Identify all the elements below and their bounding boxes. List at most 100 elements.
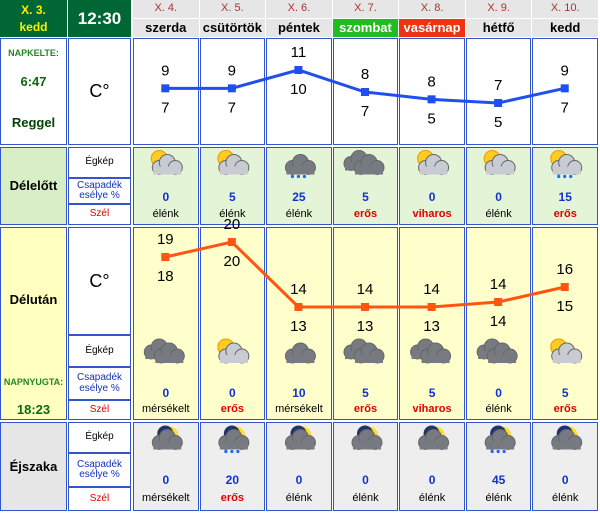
temperature-high: 16 [556, 261, 573, 278]
day-cell [266, 38, 332, 145]
precip-value: 5 [229, 190, 236, 205]
day-date: X. 10. [532, 0, 598, 18]
day-name: szerda [133, 19, 199, 37]
temperature-high: 14 [290, 281, 307, 298]
row-label: Éjszaka [9, 458, 58, 474]
cloud [355, 355, 383, 363]
cloud [219, 166, 248, 175]
row-label: Délelőtt [9, 178, 58, 194]
temperature-marker [560, 283, 569, 291]
rain-drop [502, 449, 506, 454]
day-cell [532, 227, 598, 420]
row-label: Reggel [11, 114, 56, 130]
wind-value: élénk [552, 492, 579, 505]
temperature-low: 13 [290, 318, 307, 335]
temperature-low: 13 [357, 318, 374, 335]
day-cell [266, 227, 332, 420]
precip-value: 0 [162, 386, 170, 401]
wind-value: mérsékelt [141, 492, 190, 505]
sunset-time: 18:23 [16, 402, 51, 418]
day-name: vasárnap [399, 19, 465, 37]
wind-value: élénk [485, 403, 512, 416]
precip-value: 0 [428, 190, 436, 205]
temperature-low: 7 [161, 99, 169, 116]
temperature-high: 7 [494, 77, 502, 94]
section-label-cell [0, 422, 67, 511]
today-weekday: kedd [19, 19, 48, 34]
cloud [286, 166, 315, 175]
precip-value: 10 [292, 386, 306, 401]
day-name: csütörtök [199, 19, 266, 37]
sub-label: Szél [68, 400, 131, 420]
wind-value: élénk [285, 492, 313, 505]
day-name: szombat [332, 19, 399, 37]
temperature-high: 14 [490, 276, 507, 293]
precip-value: 5 [428, 386, 436, 401]
rain-drop [563, 174, 567, 179]
day-name: péntek [266, 19, 332, 37]
temperature-low: 7 [228, 99, 236, 116]
temperature-low: 7 [361, 103, 369, 120]
temperature-marker [560, 84, 569, 93]
rain-drop [490, 449, 494, 454]
temperature-high: 14 [423, 281, 440, 298]
temperature-low: 15 [556, 298, 573, 315]
wind-value: mérsékelt [141, 403, 190, 416]
temperature-low: 18 [157, 268, 174, 285]
day-cell [332, 227, 399, 420]
cloud [286, 355, 315, 363]
day-date: X. 6. [266, 0, 332, 18]
day-cell [465, 227, 532, 420]
temperature-high: 14 [357, 281, 374, 298]
day-date: X. 5. [199, 0, 266, 18]
day-cell [199, 227, 266, 420]
precip-value: 25 [292, 190, 306, 205]
day-cell [133, 422, 199, 511]
day-name: kedd [532, 19, 598, 37]
sub-label: Szél [68, 204, 131, 225]
day-date: X. 8. [399, 0, 465, 18]
cloud [353, 441, 381, 450]
sub-label: Szél [68, 487, 131, 511]
temperature-high: 8 [427, 73, 435, 90]
cloud [486, 441, 515, 450]
today-date: X. 3. [21, 2, 46, 17]
temperature-high: 9 [228, 62, 236, 79]
section-label-cell [0, 147, 67, 225]
wind-value: élénk [152, 207, 179, 220]
day-date: X. 9. [465, 0, 532, 18]
section-label-cell [0, 227, 67, 420]
cloud [153, 166, 182, 175]
day-name: hétfő [465, 19, 532, 37]
rain-drop [496, 449, 500, 454]
temperature-marker [161, 84, 170, 93]
cloud [219, 441, 248, 450]
precip-value: 0 [295, 473, 303, 488]
temperature-low: 10 [290, 81, 307, 98]
wind-value: élénk [485, 492, 512, 505]
sub-label: Csapadék esélye % [68, 453, 131, 487]
cloud [421, 355, 450, 363]
sub-label: Égkép [68, 147, 131, 178]
wind-value: erős [220, 403, 244, 416]
wind-value: erős [553, 207, 577, 220]
temperature-high: 9 [161, 62, 169, 79]
temperature-marker [361, 88, 369, 96]
sub-label: Égkép [68, 335, 131, 367]
current-time: 12:30 [68, 0, 131, 37]
cloud [488, 355, 517, 363]
temperature-marker [294, 303, 303, 311]
precip-value: 15 [558, 190, 572, 205]
precip-value: 0 [162, 190, 170, 205]
temperature-high: 20 [224, 216, 241, 233]
rain-drop [236, 449, 240, 454]
precip-value: 20 [225, 473, 240, 488]
rain-drop [296, 174, 301, 179]
precip-value: 5 [362, 386, 369, 401]
temperature-low: 7 [561, 99, 569, 116]
temperature-marker [494, 99, 503, 107]
day-date: X. 7. [332, 0, 399, 18]
row-label: Délután [9, 292, 58, 308]
temperature-high: 11 [291, 44, 307, 61]
